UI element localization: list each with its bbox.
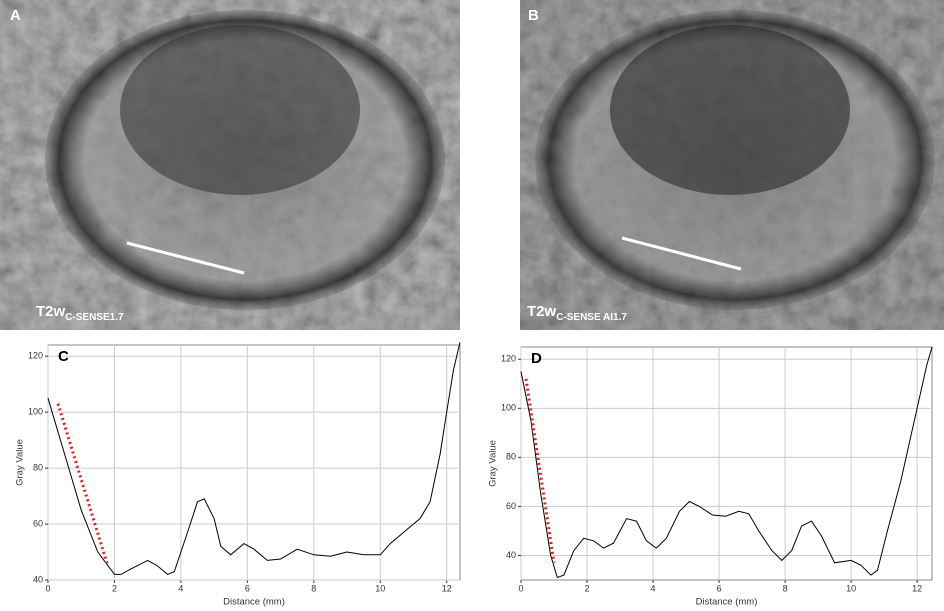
plot-area <box>47 344 461 581</box>
caption: T2wC-SENSE1.7 <box>36 303 124 323</box>
caption-main: T2w <box>527 303 557 320</box>
y-tick-label: 40 <box>33 574 43 584</box>
panel-label: A <box>10 7 21 24</box>
panel-label: B <box>528 7 539 24</box>
caption-sub: C-SENSE1.7 <box>65 312 124 323</box>
caption-main: T2w <box>36 303 66 320</box>
y-tick-label: 40 <box>506 550 516 560</box>
x-tick-label: 8 <box>783 583 788 593</box>
x-axis-label: Distance (mm) <box>223 597 285 608</box>
x-tick-label: 0 <box>45 583 50 593</box>
x-tick-label: 10 <box>846 583 856 593</box>
data-line <box>520 346 933 579</box>
y-axis-label: Gray Value <box>488 440 499 487</box>
panel-label: D <box>531 350 542 367</box>
x-tick-label: 12 <box>442 583 452 593</box>
x-tick-label: 4 <box>178 583 183 593</box>
image-a: A T2wC-SENSE1.7 <box>0 0 460 330</box>
x-tick-label: 12 <box>912 583 922 593</box>
x-tick-label: 0 <box>518 583 523 593</box>
panel-label: C <box>58 348 69 365</box>
annotation-line <box>56 403 110 567</box>
x-tick-label: 10 <box>375 583 385 593</box>
y-tick-label: 120 <box>501 354 516 364</box>
x-tick-label: 6 <box>245 583 250 593</box>
caption-sub: C-SENSE AI1.7 <box>556 312 627 323</box>
x-tick-label: 6 <box>717 583 722 593</box>
image-b: B T2wC-SENSE AI1.7 <box>520 0 944 330</box>
x-tick-label: 8 <box>311 583 316 593</box>
x-tick-label: 4 <box>651 583 656 593</box>
y-tick-label: 100 <box>28 407 43 417</box>
y-tick-label: 100 <box>501 403 516 413</box>
y-tick-label: 80 <box>33 462 43 472</box>
y-axis-label: Gray Value <box>15 439 26 486</box>
y-tick-label: 60 <box>33 518 43 528</box>
annotation-line <box>524 378 556 564</box>
y-tick-label: 120 <box>28 351 43 361</box>
y-tick-label: 60 <box>506 501 516 511</box>
x-tick-label: 2 <box>585 583 590 593</box>
x-axis-label: Distance (mm) <box>696 597 758 608</box>
plot-area <box>520 346 933 581</box>
x-tick-label: 2 <box>112 583 117 593</box>
y-tick-label: 80 <box>506 452 516 462</box>
data-line <box>47 342 461 575</box>
caption: T2wC-SENSE AI1.7 <box>527 303 627 323</box>
